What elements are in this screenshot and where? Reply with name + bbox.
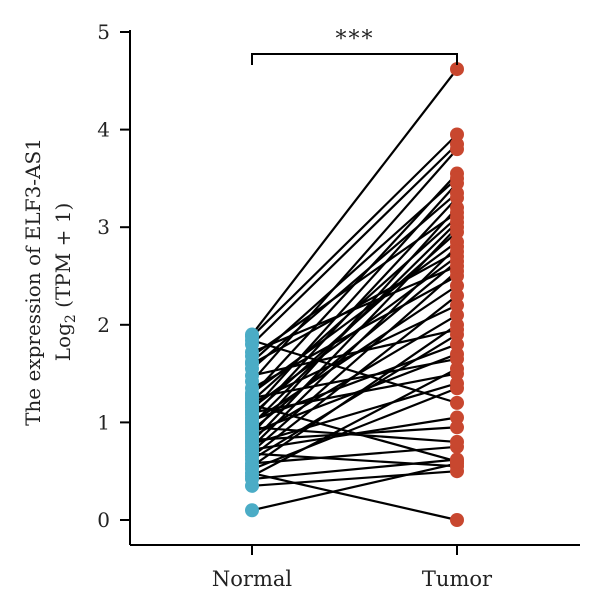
x-tick-label-normal: Normal — [212, 567, 292, 591]
tumor-point — [450, 259, 464, 274]
pair-line — [251, 206, 458, 435]
pair-line — [251, 211, 458, 357]
pair-line — [251, 339, 458, 404]
y-axis-ticks: 0 1 2 3 4 5 — [97, 20, 130, 532]
normal-point — [245, 327, 259, 342]
significance-bracket — [251, 53, 458, 65]
tumor-point — [450, 351, 464, 366]
pair-line — [251, 270, 458, 453]
pair-line — [251, 426, 458, 444]
tumor-point — [450, 337, 464, 352]
tumor-point — [450, 322, 464, 337]
pair-line — [251, 304, 458, 404]
tumor-point — [450, 395, 464, 410]
normal-point — [245, 503, 259, 518]
y-axis-label-line1: The expression of ELF3-AS1 — [21, 138, 45, 426]
tumor-point — [450, 244, 464, 259]
y-tick-label: 0 — [97, 508, 110, 532]
pair-line — [251, 148, 458, 383]
pair-line — [251, 260, 458, 432]
tumor-point — [450, 205, 464, 220]
tumor-point — [450, 513, 464, 527]
pair-line — [251, 367, 458, 478]
tumor-point — [450, 366, 464, 381]
significance-label: *** — [336, 27, 375, 52]
pair-line — [251, 458, 458, 481]
tumor-point — [450, 288, 464, 303]
tumor-point — [450, 434, 464, 449]
tumor-point — [450, 62, 464, 77]
pair-line — [251, 133, 458, 338]
y-tick-label: 1 — [97, 410, 110, 434]
pair-line — [251, 462, 458, 512]
y-axis-label-line2: Log2 (TPM + 1) — [51, 203, 79, 361]
tumor-point — [450, 308, 464, 323]
tumor-point — [450, 127, 464, 142]
pair-line — [251, 250, 458, 365]
pair-line — [251, 323, 458, 468]
y-tick-label: 5 — [97, 20, 110, 44]
tumor-point — [450, 420, 464, 435]
tumor-point — [450, 137, 464, 152]
y-axis-label-subscript: 2 — [63, 314, 79, 323]
pair-line — [251, 452, 458, 468]
pair-line — [251, 470, 458, 487]
tumor-point — [450, 171, 464, 186]
pair-line — [251, 275, 458, 390]
pair-line — [251, 372, 458, 414]
tumor-point — [450, 225, 464, 240]
pair-line — [251, 357, 458, 400]
pair-lines — [251, 68, 458, 522]
y-axis-label-log: Log — [51, 323, 75, 361]
pair-line — [251, 328, 458, 377]
tumor-point — [450, 269, 464, 283]
tumor-point — [450, 186, 464, 201]
tumor-point — [450, 410, 464, 425]
pair-line — [251, 265, 458, 354]
pair-line — [251, 403, 458, 463]
tumor-point — [450, 376, 464, 391]
data-points — [245, 62, 464, 527]
tumor-point — [450, 278, 464, 293]
tumor-point — [450, 454, 464, 469]
pair-line — [251, 192, 458, 370]
y-tick-label: 2 — [97, 313, 110, 337]
y-tick-label: 4 — [97, 118, 110, 142]
tumor-point — [450, 298, 464, 313]
pair-line — [251, 445, 458, 465]
tumor-point — [450, 234, 464, 249]
y-tick-label: 3 — [97, 215, 110, 239]
pair-line — [251, 472, 458, 522]
x-axis-ticks: Normal Tumor — [212, 545, 493, 591]
pair-line — [251, 143, 458, 346]
pair-line — [251, 343, 458, 422]
x-tick-label-tumor: Tumor — [422, 567, 493, 591]
pair-line — [251, 68, 458, 336]
y-axis-label-unit: (TPM + 1) — [51, 203, 75, 314]
pair-line — [251, 231, 458, 416]
pair-line — [251, 314, 458, 438]
